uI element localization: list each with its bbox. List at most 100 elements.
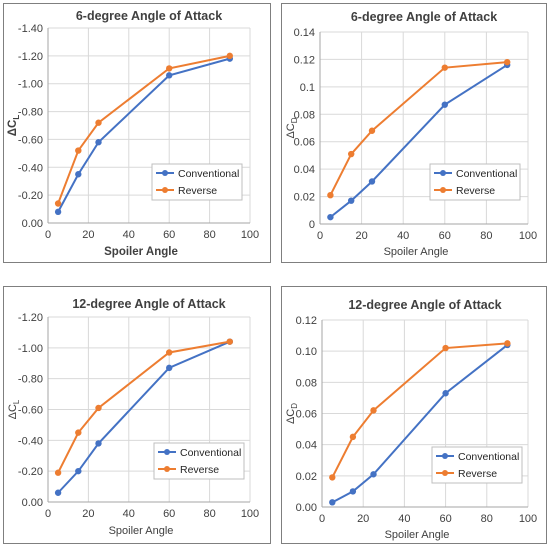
- data-point-reverse: [166, 349, 173, 356]
- data-point-conventional: [54, 489, 62, 496]
- data-point-reverse: [95, 119, 102, 126]
- data-point-conventional: [166, 72, 173, 79]
- data-point-reverse: [226, 52, 233, 60]
- y-axis-label: ΔCL: [7, 399, 21, 419]
- x-axis-label: Spoiler Angle: [109, 525, 174, 537]
- legend-marker-reverse: [442, 470, 448, 476]
- y-tick-label: 0.02: [296, 471, 317, 483]
- data-point-conventional: [442, 390, 449, 397]
- x-tick-label: 100: [241, 508, 259, 520]
- data-point-conventional: [329, 499, 336, 506]
- y-tick-label: -0.40: [18, 435, 43, 447]
- y-tick-label: 0.08: [296, 377, 317, 389]
- x-tick-label: 100: [519, 513, 537, 525]
- legend-label-conventional: Conventional: [458, 451, 519, 463]
- legend-label-reverse: Reverse: [180, 464, 219, 476]
- x-tick-label: 40: [123, 508, 135, 520]
- data-point-conventional: [166, 364, 173, 372]
- legend-box: [153, 442, 245, 480]
- legend-box: [431, 446, 523, 484]
- legend-marker-reverse: [164, 466, 170, 472]
- legend-marker-conventional: [442, 453, 448, 459]
- data-point-reverse: [368, 127, 376, 134]
- chart-title: 12-degree Angle of Attack: [348, 298, 501, 312]
- x-axis-label: Spoiler Angle: [384, 246, 449, 258]
- legend-marker-conventional: [440, 170, 446, 176]
- data-point-reverse: [75, 429, 82, 436]
- y-axis-label: ΔCD: [285, 403, 299, 424]
- data-point-conventional: [327, 213, 334, 221]
- legend-box: [151, 163, 243, 201]
- y-axis-label: ΔCL: [7, 115, 21, 137]
- data-point-reverse: [348, 150, 355, 158]
- data-point-conventional: [370, 471, 377, 478]
- x-tick-label: 80: [203, 229, 215, 241]
- chart-panel-cl-6deg: 6-degree Angle of Attack 0.00 -0.20 -0.40 -0…: [3, 3, 271, 263]
- data-point-reverse: [504, 58, 511, 66]
- y-tick-label: 0.14: [294, 27, 315, 39]
- data-point-reverse: [166, 65, 173, 72]
- legend-label-conventional: Conventional: [456, 168, 517, 180]
- legend-label-conventional: Conventional: [178, 168, 239, 180]
- legend-label-reverse: Reverse: [456, 185, 495, 197]
- x-tick-label: 0: [45, 508, 51, 520]
- data-point-reverse: [75, 147, 82, 154]
- y-axis-label: ΔCD: [285, 117, 299, 138]
- legend-label-reverse: Reverse: [458, 468, 497, 480]
- chart-legend: Conventional Reverse: [431, 446, 523, 484]
- y-tick-label: -1.40: [18, 23, 43, 35]
- data-point-reverse: [370, 407, 377, 414]
- x-tick-label: 60: [163, 508, 175, 520]
- x-tick-label: 80: [203, 508, 215, 520]
- y-tick-label: 0.02: [294, 192, 315, 204]
- y-tick-label: 0.00: [22, 497, 43, 509]
- x-tick-label: 80: [480, 230, 492, 242]
- x-tick-label: 20: [357, 513, 369, 525]
- y-tick-label: -0.60: [18, 405, 43, 417]
- legend-marker-conventional: [162, 170, 168, 176]
- chart-svg: 12-degree Angle of Attack 0.00 -0.20 -0.40 -…: [7, 297, 259, 537]
- chart-panel-cl-12deg: 12-degree Angle of Attack 0.00 -0.20 -0.40 -…: [3, 286, 271, 544]
- legend-marker-conventional: [164, 449, 170, 455]
- legend-box: [429, 163, 521, 201]
- y-tick-label: 0.06: [294, 137, 315, 149]
- legend-label-conventional: Conventional: [180, 447, 241, 459]
- y-tick-label: -1.20: [18, 51, 43, 63]
- data-point-reverse: [95, 404, 102, 412]
- x-tick-label: 0: [45, 229, 51, 241]
- chart-panel-cd-6deg: 6-degree Angle of Attack 0 0.02 0.04 0.06 0.0…: [281, 3, 547, 263]
- data-point-reverse: [54, 200, 62, 207]
- x-tick-label: 20: [355, 230, 367, 242]
- y-tick-label: 0.04: [296, 440, 317, 452]
- x-axis-label: Spoiler Angle: [104, 246, 178, 258]
- x-tick-label: 40: [397, 230, 409, 242]
- legend-label-reverse: Reverse: [178, 185, 217, 197]
- data-point-conventional: [54, 208, 62, 216]
- y-tick-label: -0.80: [18, 107, 43, 119]
- y-tick-label: 0.12: [296, 315, 317, 327]
- data-point-conventional: [349, 488, 357, 495]
- data-point-conventional: [368, 178, 376, 185]
- chart-panel-cd-12deg: 12-degree Angle of Attack 0.00 0.02 0.04 0.0…: [281, 286, 547, 544]
- y-tick-label: -1.00: [18, 343, 43, 355]
- data-point-conventional: [348, 197, 355, 204]
- chart-legend: Conventional Reverse: [429, 163, 521, 201]
- y-tick-label: -1.00: [18, 79, 43, 91]
- x-axis-label: Spoiler Angle: [385, 529, 450, 541]
- y-tick-label: -0.40: [18, 162, 43, 174]
- y-tick-label: -0.80: [18, 374, 43, 386]
- y-tick-label: 0.06: [296, 409, 317, 421]
- x-tick-label: 40: [123, 229, 135, 241]
- x-tick-label: 0: [317, 230, 323, 242]
- y-tick-label: -0.60: [18, 134, 43, 146]
- data-point-conventional: [95, 440, 102, 447]
- y-tick-label: -1.20: [18, 312, 43, 324]
- y-tick-label: 0: [309, 219, 315, 231]
- chart-legend: Conventional Reverse: [153, 442, 245, 480]
- chart-title: 12-degree Angle of Attack: [72, 297, 225, 311]
- data-point-reverse: [329, 474, 336, 481]
- y-tick-label: 0.1: [300, 82, 315, 94]
- data-point-reverse: [54, 469, 62, 476]
- x-tick-label: 60: [439, 513, 451, 525]
- legend-marker-reverse: [440, 187, 446, 193]
